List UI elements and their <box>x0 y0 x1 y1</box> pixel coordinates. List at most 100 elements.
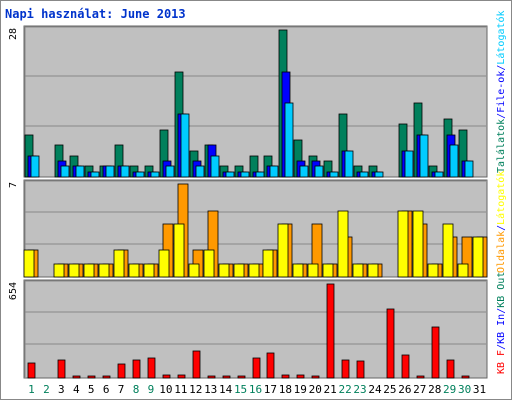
xtick-day-19: 19 <box>294 383 307 396</box>
panel-1-legend-5: Látogatók <box>495 10 507 64</box>
bar-l-togat-k-day-8 <box>135 171 145 178</box>
bar-l-togat-k-day-10 <box>158 249 170 278</box>
bar-l-togat-k-day-28 <box>434 171 444 178</box>
xtick-day-17: 17 <box>264 383 277 396</box>
xtick-day-29: 29 <box>443 383 456 396</box>
panel-2-legend-2: / <box>496 225 507 231</box>
xtick-day-1: 1 <box>28 383 35 396</box>
bar-kb-f-day-7 <box>117 363 126 379</box>
bar-l-togat-k-day-5 <box>90 171 100 178</box>
xtick-day-9: 9 <box>148 383 155 396</box>
bar-l-togat-k-day-26 <box>397 210 409 278</box>
bar-kb-f-day-16 <box>252 357 261 379</box>
bar-kb-f-day-11 <box>177 374 186 379</box>
xtick-day-16: 16 <box>249 383 262 396</box>
bar-l-togat-k-day-17 <box>269 165 279 178</box>
bar-l-togat-k-day-11 <box>173 223 185 278</box>
bar-kb-f-day-23 <box>356 360 365 379</box>
bar-kb-f-day-9 <box>147 357 156 379</box>
bar-l-togat-k-day-13 <box>203 249 215 278</box>
panel-1-ytick-max: 28 <box>8 28 19 40</box>
bar-l-togat-k-day-4 <box>68 263 80 278</box>
panel-1-legend-2: / <box>496 113 507 119</box>
bar-l-togat-k-day-26 <box>404 150 414 178</box>
xtick-day-4: 4 <box>73 383 80 396</box>
bar-l-togat-k-day-14 <box>218 263 230 278</box>
bar-l-togat-k-day-23 <box>352 263 364 278</box>
xtick-day-7: 7 <box>118 383 125 396</box>
xtick-day-11: 11 <box>174 383 187 396</box>
bar-l-togat-k-day-24 <box>367 263 379 278</box>
bar-l-togat-k-day-1 <box>30 155 40 178</box>
bar-l-togat-k-day-27 <box>412 210 424 278</box>
xtick-day-30: 30 <box>458 383 471 396</box>
bar-l-togat-k-day-20 <box>307 263 319 278</box>
bar-kb-f-day-15 <box>237 375 246 379</box>
bar-l-togat-k-day-12 <box>195 165 205 178</box>
panel-2-legend-1: Oldalak <box>496 231 507 273</box>
bar-l-togat-k-day-10 <box>165 165 175 178</box>
xtick-day-24: 24 <box>368 383 382 396</box>
xtick-day-18: 18 <box>279 383 292 396</box>
bar-l-togat-k-day-22 <box>337 210 349 278</box>
panel-3-legend-1: KB F <box>496 350 507 374</box>
bar-l-togat-k-day-14 <box>225 171 235 178</box>
xtick-day-2: 2 <box>43 383 50 396</box>
bar-kb-f-day-19 <box>296 374 305 379</box>
bar-l-togat-k-day-23 <box>359 171 369 178</box>
bar-l-togat-k-day-13 <box>210 155 220 178</box>
xtick-day-28: 28 <box>428 383 441 396</box>
bar-l-togat-k-day-24 <box>374 171 384 178</box>
bar-l-togat-k-day-6 <box>105 165 115 178</box>
bar-kb-f-day-6 <box>102 375 111 379</box>
bar-kb-f-day-10 <box>162 374 171 379</box>
bar-kb-f-day-17 <box>266 352 275 379</box>
bar-l-togat-k-day-20 <box>314 165 324 178</box>
bar-l-togat-k-day-18 <box>277 223 289 278</box>
bar-kb-f-day-28 <box>431 326 440 379</box>
bar-l-togat-k-day-21 <box>329 171 339 178</box>
bar-l-togat-k-day-27 <box>419 134 429 178</box>
xtick-day-14: 14 <box>219 383 233 396</box>
xtick-day-6: 6 <box>103 383 110 396</box>
xtick-day-26: 26 <box>398 383 411 396</box>
bar-l-togat-k-day-9 <box>150 171 160 178</box>
panel-3-legend-4: / <box>496 308 507 314</box>
xtick-day-23: 23 <box>353 383 366 396</box>
bar-l-togat-k-day-31 <box>472 236 484 278</box>
bar-l-togat-k-day-29 <box>442 223 454 278</box>
xtick-day-12: 12 <box>189 383 202 396</box>
bar-kb-f-day-20 <box>311 375 320 379</box>
bar-l-togat-k-day-11 <box>180 113 190 178</box>
bar-l-togat-k-day-4 <box>75 165 85 178</box>
bar-l-togat-k-day-30 <box>464 160 474 178</box>
bar-kb-f-day-30 <box>461 375 470 379</box>
bar-l-togat-k-day-19 <box>299 165 309 178</box>
xtick-day-8: 8 <box>133 383 140 396</box>
bar-kb-f-day-27 <box>416 375 425 379</box>
panel-1-legend-3: File-ok <box>496 71 507 113</box>
bar-l-togat-k-day-1 <box>23 249 35 278</box>
panel-3-ytick-max: 654 <box>8 282 19 300</box>
bar-l-togat-k-day-5 <box>83 263 95 278</box>
panel-3-legend-3: KB In <box>496 314 507 344</box>
xtick-day-27: 27 <box>413 383 426 396</box>
bar-l-togat-k-day-19 <box>292 263 304 278</box>
xtick-day-20: 20 <box>309 383 322 396</box>
bar-kb-f-day-22 <box>341 359 350 379</box>
xtick-day-3: 3 <box>58 383 65 396</box>
panel-3-legend-2: / <box>496 344 507 350</box>
xtick-day-13: 13 <box>204 383 217 396</box>
bar-kb-f-day-12 <box>192 350 201 379</box>
chart-title: Napi használat: June 2013 <box>5 7 186 21</box>
bar-l-togat-k-day-18 <box>284 102 294 178</box>
panel-3-legend-5: KB Out <box>496 272 507 308</box>
panel-2-ytick-max: 7 <box>8 182 19 188</box>
xtick-day-10: 10 <box>159 383 172 396</box>
bar-l-togat-k-day-29 <box>449 144 459 178</box>
bar-l-togat-k-day-22 <box>344 150 354 178</box>
bar-l-togat-k-day-6 <box>98 263 110 278</box>
xtick-day-22: 22 <box>338 383 351 396</box>
bar-l-togat-k-day-7 <box>120 165 130 178</box>
